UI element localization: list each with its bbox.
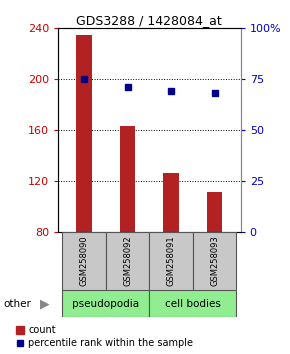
Title: GDS3288 / 1428084_at: GDS3288 / 1428084_at <box>77 14 222 27</box>
Text: GSM258090: GSM258090 <box>79 236 89 286</box>
Text: ▶: ▶ <box>40 297 50 310</box>
Bar <box>77 35 92 232</box>
Text: cell bodies: cell bodies <box>165 298 221 309</box>
Text: pseudopodia: pseudopodia <box>72 298 139 309</box>
Bar <box>193 232 236 290</box>
Text: GSM258093: GSM258093 <box>210 236 219 286</box>
Text: GSM258091: GSM258091 <box>166 236 176 286</box>
Text: GSM258092: GSM258092 <box>123 236 132 286</box>
Bar <box>149 290 236 317</box>
Text: other: other <box>3 298 31 309</box>
Bar <box>120 126 135 232</box>
Bar <box>62 232 106 290</box>
Legend: count, percentile rank within the sample: count, percentile rank within the sample <box>17 325 193 348</box>
Bar <box>164 173 179 232</box>
Bar <box>207 193 222 232</box>
Bar <box>106 232 149 290</box>
Bar <box>149 232 193 290</box>
Bar <box>62 290 149 317</box>
